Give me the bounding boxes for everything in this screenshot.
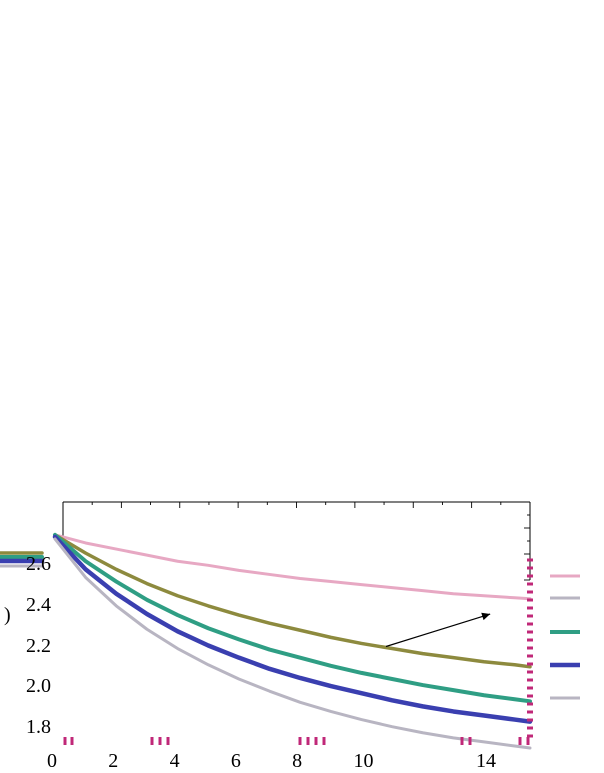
magenta-marks — [65, 560, 533, 745]
upper-frame — [63, 502, 530, 580]
ylabel-fragment: ) — [4, 604, 11, 627]
y-tick-label: 2.0 — [26, 675, 51, 698]
y-tick-label: 2.4 — [26, 594, 51, 617]
x-tick-label: 4 — [170, 750, 180, 773]
curve-grey — [55, 539, 530, 748]
x-tick-label: 10 — [353, 750, 373, 773]
y-tick-label: 1.8 — [26, 716, 51, 739]
legend-stubs — [550, 576, 580, 698]
trend-arrow — [386, 613, 490, 647]
x-tick-label: 8 — [292, 750, 302, 773]
y-tick-label: 2.6 — [26, 553, 51, 576]
chart-stage: 1.82.02.22.42.6)024681014 — [0, 0, 604, 768]
x-tick-label: 2 — [108, 750, 118, 773]
y-tick-label: 2.2 — [26, 635, 51, 658]
chart-svg — [0, 0, 604, 768]
x-tick-label: 0 — [47, 750, 57, 773]
top-mask — [0, 0, 604, 500]
curves — [55, 535, 530, 748]
x-tick-label: 14 — [476, 750, 496, 773]
x-tick-label: 6 — [231, 750, 241, 773]
